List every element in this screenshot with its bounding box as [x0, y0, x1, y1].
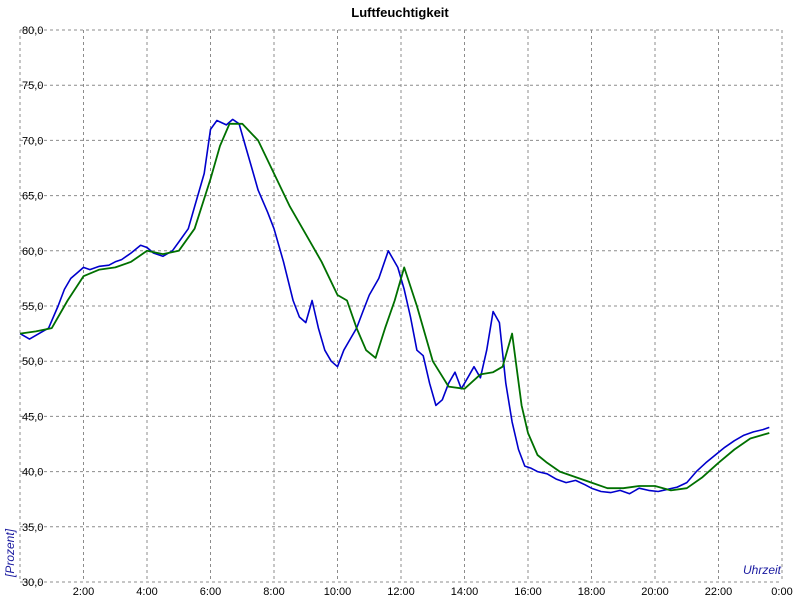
- y-tick-label: 70,0: [22, 135, 43, 147]
- x-tick-label: 0:00: [771, 586, 792, 598]
- y-axis-label: [Prozent]: [3, 528, 17, 578]
- x-axis-label: Uhrzeit: [743, 563, 782, 577]
- series-layer: [19, 118, 770, 495]
- x-tick-label: 20:00: [641, 586, 669, 598]
- y-axis: 30,0 35,0 40,0 45,0 50,0 55,0 60,0 65,0 70,0 75,0…: [22, 25, 43, 589]
- x-tick-label: 18:00: [578, 586, 606, 598]
- y-tick-label: 50,0: [22, 356, 43, 368]
- x-tick-label: 6:00: [200, 586, 221, 598]
- series-line-smooth: [19, 122, 770, 492]
- y-tick-label: 45,0: [22, 411, 43, 423]
- y-tick-label: 80,0: [22, 25, 43, 37]
- y-tick-label: 60,0: [22, 246, 43, 258]
- x-tick-label: 12:00: [387, 586, 415, 598]
- chart-title: Luftfeuchtigkeit: [351, 5, 449, 20]
- series-line-raw: [19, 118, 770, 495]
- y-tick-label: 75,0: [22, 80, 43, 92]
- x-tick-label: 16:00: [514, 586, 542, 598]
- x-tick-label: 22:00: [705, 586, 733, 598]
- x-tick-label: 8:00: [263, 586, 284, 598]
- y-tick-label: 35,0: [22, 522, 43, 534]
- y-tick-label: 40,0: [22, 467, 43, 479]
- x-tick-label: 14:00: [451, 586, 479, 598]
- x-tick-label: 4:00: [136, 586, 157, 598]
- grid: [19, 29, 783, 583]
- y-tick-label: 65,0: [22, 191, 43, 203]
- y-tick-label: 55,0: [22, 301, 43, 313]
- x-tick-label: 2:00: [73, 586, 94, 598]
- y-tick-label: 30,0: [22, 577, 43, 589]
- x-tick-label: 10:00: [324, 586, 352, 598]
- x-axis: 2:00 4:00 6:00 8:00 10:00 12:00 14:00 16:00 18:0…: [73, 586, 793, 598]
